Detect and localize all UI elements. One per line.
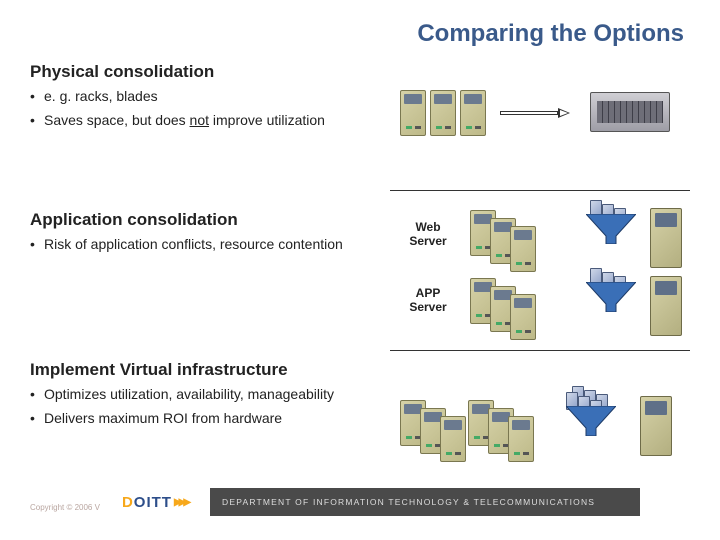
department-name: DEPARTMENT OF INFORMATION TECHNOLOGY & T…: [222, 497, 595, 507]
bullet: Risk of application conflicts, resource …: [30, 236, 370, 254]
logo-oitt: OITT: [134, 494, 172, 511]
divider: [390, 350, 690, 351]
consolidated-server-icon: [650, 276, 682, 336]
bullet: Saves space, but does not improve utiliz…: [30, 112, 370, 130]
logo-arrows-icon: ▶▶▶: [174, 497, 188, 508]
funnel-icon: [566, 406, 616, 436]
section-virtual: Implement Virtual infrastructure Optimiz…: [30, 360, 370, 433]
server-icon: [510, 226, 536, 272]
logo-d: D: [122, 494, 134, 511]
slide-title: Comparing the Options: [417, 20, 684, 48]
funnel-icon: [586, 282, 636, 312]
divider: [390, 190, 690, 191]
server-icon: [460, 90, 486, 136]
rack-icon: [590, 92, 670, 132]
bullet: Delivers maximum ROI from hardware: [30, 410, 370, 428]
section-physical: Physical consolidation e. g. racks, blad…: [30, 62, 370, 135]
arrow-icon: [500, 108, 570, 118]
server-icon: [508, 416, 534, 462]
footer-bar: DOITT▶▶▶ DEPARTMENT OF INFORMATION TECHN…: [100, 488, 640, 516]
heading-virtual: Implement Virtual infrastructure: [30, 360, 370, 380]
label-text: Web Server: [409, 220, 446, 248]
heading-application: Application consolidation: [30, 210, 370, 230]
label-web-server: Web Server: [398, 220, 458, 248]
heading-physical: Physical consolidation: [30, 62, 370, 82]
funnel-icon: [586, 214, 636, 244]
section-application: Application consolidation Risk of applic…: [30, 210, 370, 260]
doitt-logo: DOITT▶▶▶: [100, 488, 210, 516]
server-icon: [400, 90, 426, 136]
bullet-text: Saves space, but does not improve utiliz…: [44, 112, 325, 128]
server-icon: [440, 416, 466, 462]
label-app-server: APP Server: [398, 286, 458, 314]
bullet: e. g. racks, blades: [30, 88, 370, 106]
server-icon: [430, 90, 456, 136]
consolidated-server-icon: [640, 396, 672, 456]
bullet: Optimizes utilization, availability, man…: [30, 386, 370, 404]
consolidated-server-icon: [650, 208, 682, 268]
server-icon: [510, 294, 536, 340]
label-text: APP Server: [409, 286, 446, 314]
